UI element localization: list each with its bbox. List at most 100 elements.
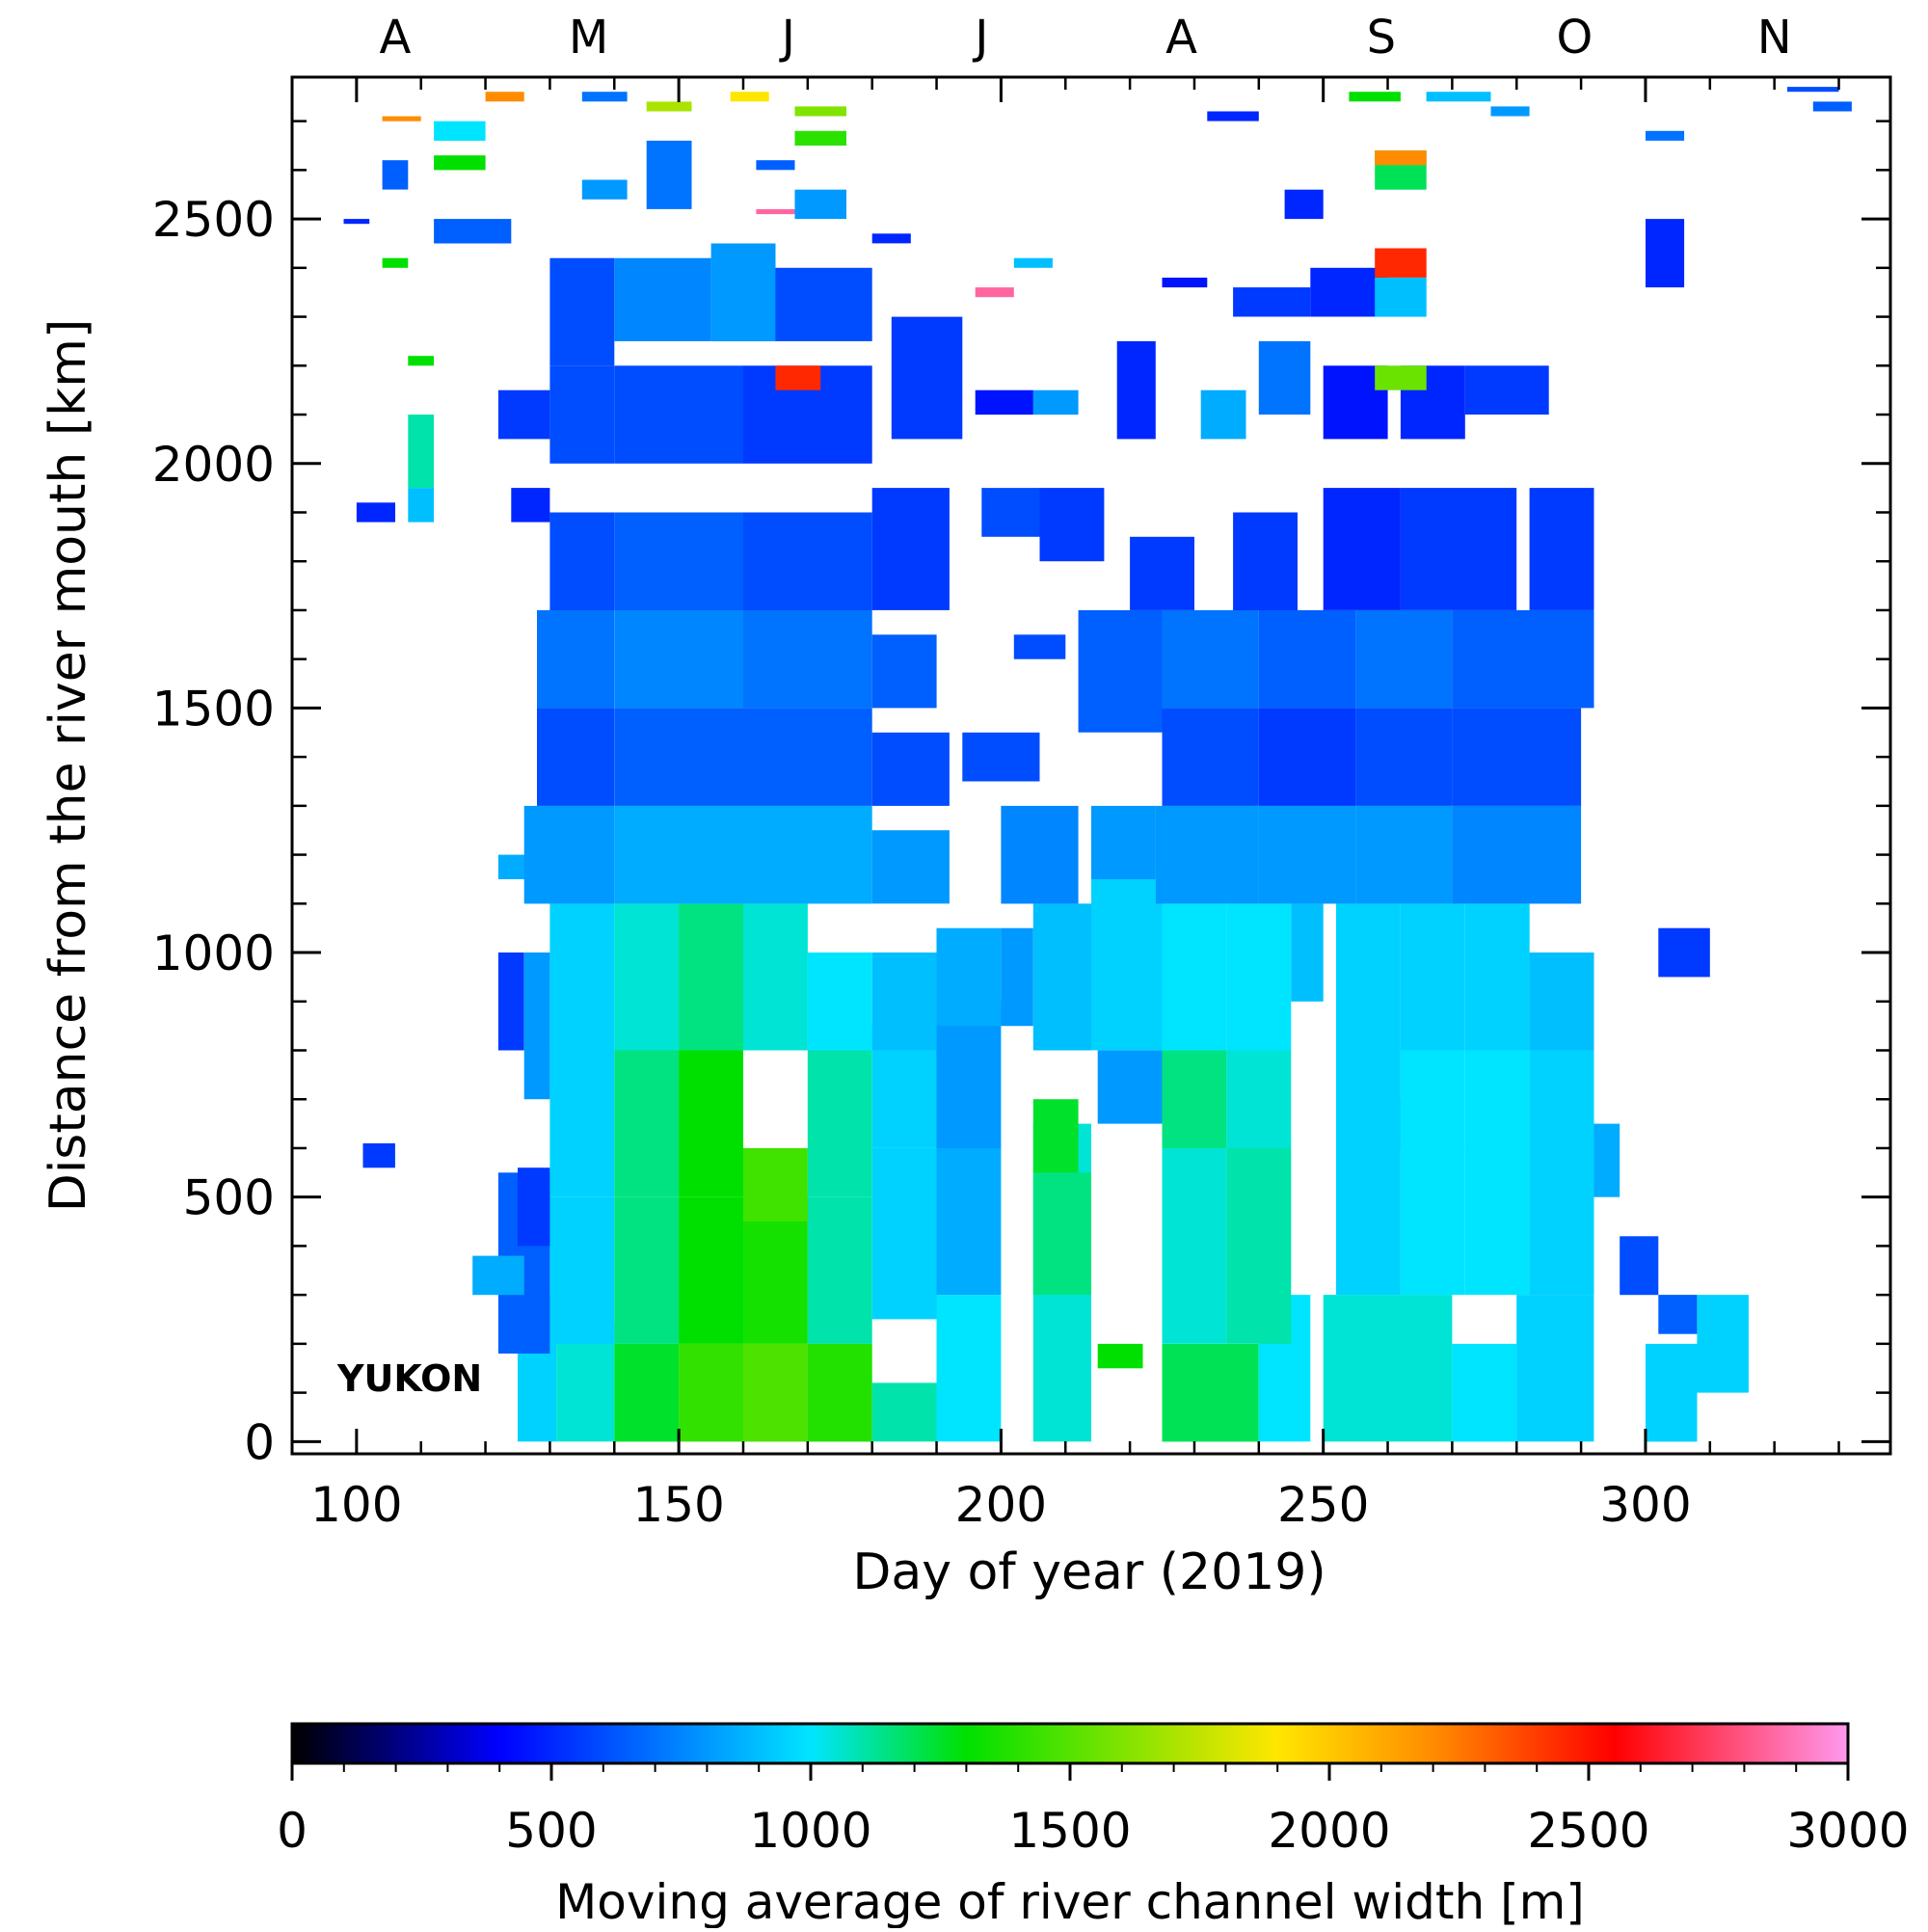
heatmap-cell <box>1097 1343 1143 1369</box>
month-label: O <box>1557 11 1593 65</box>
x-tick-label: 100 <box>310 1477 402 1533</box>
heatmap-cell <box>794 189 846 220</box>
heatmap-cell <box>549 1050 615 1197</box>
heatmap-cell <box>1097 1050 1163 1124</box>
heatmap-cells <box>343 87 1852 1442</box>
heatmap-cell <box>614 1343 680 1442</box>
y-axis-label: Distance from the river mouth [km] <box>40 319 97 1212</box>
heatmap-cell <box>1529 953 1594 1051</box>
heatmap-cell <box>871 488 950 610</box>
heatmap-cell <box>679 1050 743 1197</box>
colorbar-tick-label: 2500 <box>1527 1803 1649 1859</box>
heatmap-cell <box>518 1167 550 1247</box>
heatmap-cell <box>775 267 872 341</box>
month-label: M <box>569 11 608 65</box>
heatmap-cell <box>1162 1343 1259 1442</box>
heatmap-cell <box>871 830 950 904</box>
heatmap-cell <box>537 609 615 709</box>
heatmap-cell <box>1226 1050 1292 1148</box>
month-label: J <box>972 11 988 65</box>
heatmap-cell <box>1200 389 1246 440</box>
heatmap-cell <box>1130 536 1194 610</box>
month-label: A <box>380 11 412 65</box>
heatmap-cell <box>549 1196 615 1344</box>
y-tick-label: 2500 <box>152 192 275 248</box>
heatmap-cell <box>936 927 1002 1027</box>
heatmap-cell <box>1787 87 1839 93</box>
heatmap-cell <box>614 512 743 610</box>
heatmap-cell <box>871 634 937 709</box>
y-tick-label: 2000 <box>152 437 275 493</box>
month-label: S <box>1367 11 1396 65</box>
heatmap-cell <box>1233 512 1298 610</box>
heatmap-cell <box>1039 488 1105 562</box>
heatmap-cell <box>743 1196 808 1344</box>
heatmap-cell <box>549 903 615 1051</box>
heatmap-cell <box>1658 927 1710 978</box>
heatmap-cell <box>1464 903 1530 1051</box>
heatmap-cell <box>356 502 395 523</box>
heatmap-cell <box>1233 287 1311 317</box>
heatmap-cell <box>1032 1172 1091 1296</box>
heatmap-cell <box>1078 609 1163 733</box>
heatmap-cell <box>1162 609 1259 709</box>
heatmap-cell <box>794 106 846 117</box>
heatmap-cell <box>1452 805 1582 904</box>
heatmap-cell <box>1490 106 1530 117</box>
heatmap-cell <box>1658 1295 1698 1334</box>
heatmap-cell <box>807 1343 872 1442</box>
heatmap-cell <box>1258 805 1356 904</box>
heatmap-cell <box>1464 1050 1530 1148</box>
heatmap-cell <box>1400 903 1465 1051</box>
colorbar-tick-label: 2000 <box>1268 1803 1390 1859</box>
heatmap-cell <box>1013 634 1066 659</box>
heatmap-cell <box>1291 903 1324 1002</box>
heatmap-cell <box>1593 1123 1620 1197</box>
heatmap-cell <box>1091 878 1163 1051</box>
heatmap-cell <box>1032 1099 1079 1173</box>
heatmap-cell <box>743 903 808 1051</box>
heatmap-cell <box>1697 1295 1749 1393</box>
heatmap-cell <box>1258 708 1356 806</box>
heatmap-cell <box>1620 1236 1659 1296</box>
colorbar-tick-label: 500 <box>505 1803 597 1859</box>
heatmap-cell <box>614 257 711 341</box>
heatmap-cell <box>1529 1050 1594 1148</box>
heatmap-cell <box>523 805 615 904</box>
y-tick-label: 0 <box>244 1414 275 1470</box>
heatmap-cell <box>794 130 846 146</box>
heatmap-cell <box>614 1196 680 1344</box>
heatmap-cell <box>549 365 615 464</box>
plot-frame <box>290 75 1892 1456</box>
y-tick-label: 1500 <box>152 681 275 737</box>
heatmap-cell <box>485 92 524 102</box>
colorbar <box>290 1722 1850 1765</box>
heatmap-cell <box>807 953 872 1051</box>
heatmap-cell <box>1400 1050 1465 1148</box>
heatmap-cell <box>408 415 434 489</box>
axes: 100 150 200 250 300 0 500 1000 1500 2000 2500 A M J J A… <box>152 11 1890 1533</box>
heatmap-cell <box>1001 927 1033 1027</box>
heatmap-cell <box>614 365 743 464</box>
heatmap-cell <box>581 92 628 102</box>
x-tick-label: 200 <box>955 1477 1047 1533</box>
heatmap-cell <box>1323 488 1401 610</box>
heatmap-cell <box>679 1196 743 1344</box>
heatmap-cell <box>1162 708 1259 806</box>
heatmap-cell <box>614 903 680 1051</box>
heatmap-cell <box>891 316 963 440</box>
heatmap-cell <box>1091 805 1156 879</box>
heatmap-cell <box>497 953 524 1051</box>
heatmap-cell <box>871 1382 937 1442</box>
x-axis-label: Day of year (2019) <box>852 1543 1326 1601</box>
colorbar-tick-label: 3000 <box>1786 1803 1909 1859</box>
heatmap-cell <box>537 708 615 806</box>
month-label: A <box>1165 11 1197 65</box>
heatmap-cell <box>434 121 486 141</box>
heatmap-cell <box>807 1196 872 1344</box>
heatmap-cell <box>1464 1147 1530 1296</box>
heatmap-cell <box>343 219 370 225</box>
heatmap-cell <box>1310 267 1388 317</box>
heatmap-cell <box>581 179 628 200</box>
